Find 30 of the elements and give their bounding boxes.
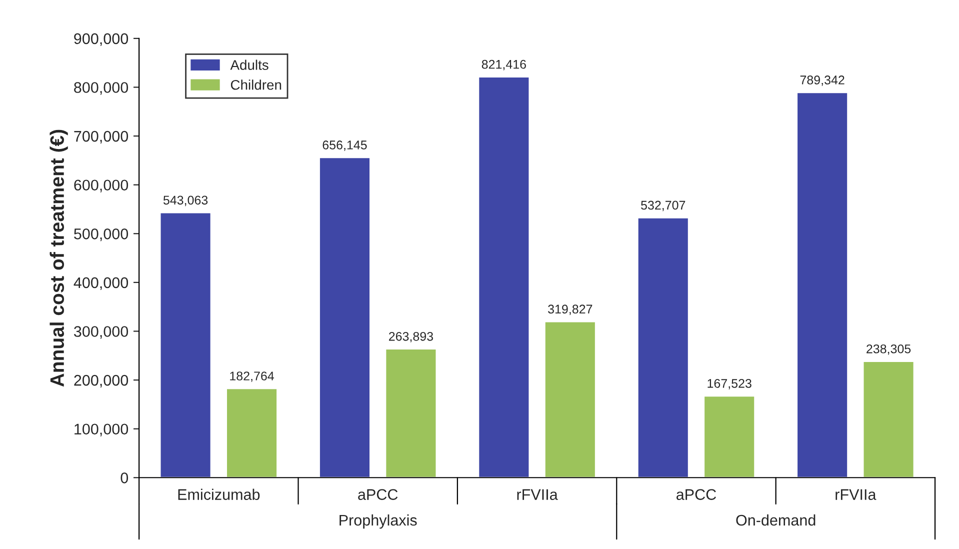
text: On-demand — [736, 514, 816, 526]
data-label: 821,416 — [482, 60, 526, 70]
x-tick-label: aPCC — [358, 489, 398, 500]
y-tick-label: 300,000 — [74, 326, 128, 339]
y-axis-title: Annual cost of treatment (€) — [50, 130, 68, 387]
x-tick-label: rFVIIa — [836, 489, 876, 500]
data-label: 656,145 — [322, 140, 367, 151]
y-tick-label: 0 — [120, 472, 128, 484]
x-tick-label: aPCC — [676, 489, 716, 500]
x-tick-label: Emicizumab — [178, 488, 260, 500]
data-label: 263,893 — [388, 332, 434, 342]
data-label: 167,523 — [708, 379, 752, 390]
data-label: 789,342 — [800, 76, 844, 86]
data-label: 238,305 — [866, 344, 911, 355]
y-tick-label: 100,000 — [74, 424, 128, 436]
data-label: 543,063 — [163, 196, 208, 206]
data-label: 532,707 — [641, 200, 686, 212]
y-tick-label: 600,000 — [74, 180, 128, 192]
legend-label: Adults — [230, 60, 268, 70]
data-label: 319,827 — [548, 304, 592, 316]
y-tick-label: 500,000 — [74, 228, 128, 242]
legend-label: Children — [230, 80, 282, 90]
y-tick-label: 800,000 — [74, 82, 128, 95]
y-tick-label: 400,000 — [74, 277, 128, 290]
text: Prophylaxis — [340, 514, 417, 529]
y-tick-label: 200,000 — [74, 374, 128, 388]
x-tick-label: rFVIIa — [517, 489, 558, 500]
y-tick-label: 700,000 — [74, 130, 128, 144]
y-tick-label: 900,000 — [74, 33, 128, 46]
data-label: 182,764 — [230, 372, 274, 382]
